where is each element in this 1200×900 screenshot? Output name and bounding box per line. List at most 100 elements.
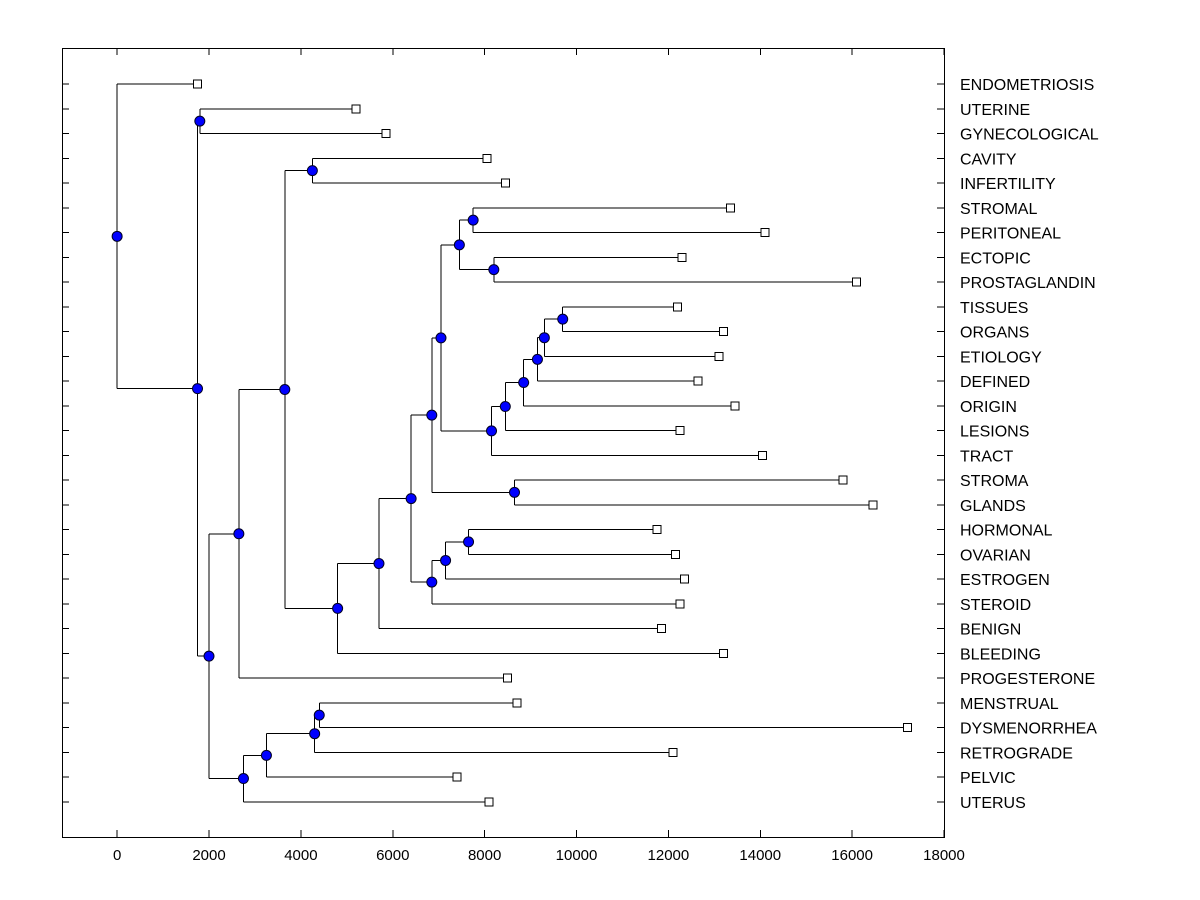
leaf-label-steroid: STEROID [960, 597, 1031, 614]
merge-node-n19 [373, 558, 385, 570]
leaf-labels: ENDOMETRIOSIS UTERINE GYNECOLOGICAL CAVITY I… [960, 77, 1099, 812]
leaf-label-progesterone: PROGESTERONE [960, 671, 1095, 688]
merge-node-n13 [508, 486, 520, 498]
x-tick-label-0: 0 [113, 847, 121, 864]
leaf-node-organs [719, 327, 728, 336]
merge-node-n28 [192, 383, 204, 395]
leaf-node-tract [758, 450, 768, 460]
merge-node-n12 [435, 332, 447, 344]
leaf-node-benign [656, 624, 666, 633]
merge-node-n17 [426, 576, 438, 588]
leaf-node-glands [868, 500, 878, 510]
leaf-node-ectopic [677, 252, 687, 262]
leaf-node-steroid [675, 599, 685, 609]
leaf-node-prostaglandin [852, 277, 862, 287]
leaf-label-benign: BENIGN [960, 622, 1021, 639]
leaf-label-retrograde: RETROGRADE [960, 745, 1073, 762]
leaf-node-ovarian [670, 549, 680, 559]
merge-node-n09 [518, 377, 530, 389]
merge-node-n08 [531, 353, 543, 365]
leaf-label-uterus: UTERUS [960, 795, 1026, 812]
x-tick-label-6000: 6000 [376, 847, 409, 864]
merge-node-n15 [463, 536, 475, 548]
leaf-node-uterus [484, 797, 494, 807]
x-tick-label-4000: 4000 [284, 847, 317, 864]
leaf-node-cavity [482, 153, 492, 163]
merge-node-n14 [426, 409, 438, 421]
leaf-node-gynecological [381, 129, 391, 138]
leaf-node-dysmenorrhea [902, 723, 912, 732]
x-tick-label-18000: 18000 [923, 847, 965, 864]
merge-node-n01 [194, 115, 206, 127]
leaf-label-cavity: CAVITY [960, 151, 1017, 168]
leaf-label-estrogen: ESTROGEN [960, 572, 1050, 589]
leaf-label-uterine: UTERINE [960, 102, 1030, 119]
leaf-label-gynecological: GYNECOLOGICAL [960, 127, 1099, 144]
leaf-label-endometriosis: ENDOMETRIOSIS [960, 77, 1094, 94]
merge-node-n16 [440, 554, 452, 566]
leaf-label-ectopic: ECTOPIC [960, 250, 1031, 267]
leaf-node-origin [730, 401, 740, 411]
x-tick-label-10000: 10000 [556, 847, 598, 864]
leaf-label-menstrual: MENSTRUAL [960, 696, 1059, 713]
leaf-node-uterine [351, 104, 361, 114]
leaf-label-infertility: INFERTILITY [960, 176, 1056, 193]
leaf-label-glands: GLANDS [960, 498, 1026, 515]
leaf-node-menstrual [512, 698, 522, 708]
x-tick-label-12000: 12000 [648, 847, 690, 864]
leaf-label-prostaglandin: PROSTAGLANDIN [960, 275, 1096, 292]
leaf-label-hormonal: HORMONAL [960, 523, 1053, 540]
leaf-node-etiology [714, 351, 724, 361]
leaf-label-stromal: STROMAL [960, 201, 1037, 218]
leaf-node-defined [693, 376, 703, 386]
merge-node-n11 [486, 425, 498, 437]
leaf-label-defined: DEFINED [960, 374, 1030, 391]
merge-node-n20 [332, 602, 344, 614]
leaf-label-etiology: ETIOLOGY [960, 349, 1042, 366]
x-tick-label-14000: 14000 [739, 847, 781, 864]
leaf-label-tract: TRACT [960, 448, 1014, 465]
axis-ticks: 0 2000 4000 6000 8000 10000 12000 14000 16000 180… [62, 48, 965, 864]
leaf-label-ovarian: OVARIAN [960, 547, 1031, 564]
leaf-node-stromal [725, 203, 735, 213]
merge-node-n22 [233, 528, 245, 540]
merge-node-n05 [453, 239, 465, 251]
leaf-node-progesterone [503, 673, 513, 683]
merge-node-n27 [203, 650, 215, 662]
leaf-label-bleeding: BLEEDING [960, 646, 1041, 663]
leaf-node-hormonal [652, 525, 662, 534]
x-tick-label-8000: 8000 [468, 847, 501, 864]
plot-frame [62, 48, 945, 838]
leaf-label-organs: ORGANS [960, 325, 1029, 342]
leaf-label-origin: ORIGIN [960, 399, 1017, 416]
leaf-label-tissues: TISSUES [960, 300, 1028, 317]
merge-node-n23 [313, 709, 325, 721]
merge-node-n04 [488, 264, 500, 276]
leaf-node-estrogen [679, 574, 689, 584]
merge-node-n26 [237, 773, 249, 785]
leaf-label-peritoneal: PERITONEAL [960, 226, 1061, 243]
leaf-node-tissues [673, 302, 683, 312]
x-tick-label-2000: 2000 [192, 847, 225, 864]
links-layer [116, 83, 908, 803]
leaf-node-endometriosis [193, 79, 203, 89]
nodes-layer [111, 79, 912, 807]
merge-node-n10 [499, 401, 511, 413]
merge-node-n29 [111, 230, 123, 242]
merge-node-n03 [467, 214, 479, 226]
leaf-label-stroma: STROMA [960, 473, 1029, 490]
leaf-node-stroma [838, 475, 848, 485]
leaf-node-bleeding [719, 648, 728, 658]
leaf-label-pelvic: PELVIC [960, 770, 1016, 787]
merge-node-n06 [557, 313, 569, 325]
x-tick-label-16000: 16000 [831, 847, 873, 864]
merge-node-n21 [279, 384, 291, 396]
leaf-node-infertility [500, 178, 510, 188]
leaf-label-lesions: LESIONS [960, 424, 1029, 441]
merge-node-n07 [538, 332, 550, 344]
merge-node-n02 [306, 165, 318, 177]
merge-node-n18 [405, 493, 417, 505]
leaf-node-retrograde [668, 747, 678, 757]
merge-node-n25 [260, 749, 272, 761]
